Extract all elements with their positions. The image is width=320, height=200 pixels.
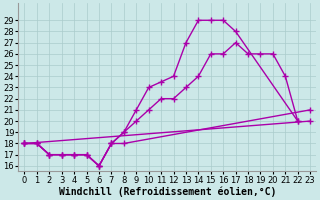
X-axis label: Windchill (Refroidissement éolien,°C): Windchill (Refroidissement éolien,°C) bbox=[59, 186, 276, 197]
